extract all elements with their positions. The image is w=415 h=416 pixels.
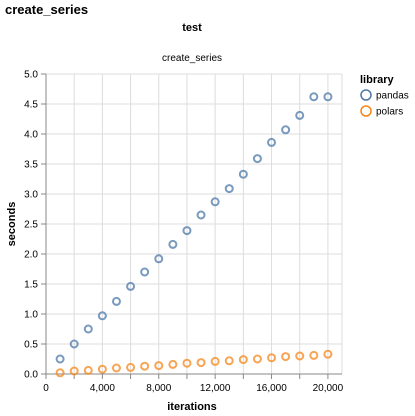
y-tick-label: 4.0 [24, 130, 38, 141]
y-tick-label: 3.5 [24, 160, 38, 171]
pandas-point [97, 311, 107, 321]
x-tick-label: 20,000 [313, 383, 344, 394]
pandas-point [69, 339, 79, 349]
pandas-point [309, 92, 319, 102]
polars-point [210, 356, 220, 366]
polars-point [126, 362, 136, 372]
polars-point [196, 358, 206, 368]
legend-polars-label: polars [376, 107, 403, 118]
y-tick-label: 4.5 [24, 100, 38, 111]
legend: library pandas polars [360, 74, 409, 118]
polars-point [323, 349, 333, 359]
pandas-point [154, 254, 164, 264]
legend-polars-symbol [360, 105, 372, 117]
pandas-point [83, 324, 93, 334]
chart-title: test [182, 22, 202, 34]
polars-point [267, 353, 277, 363]
polars-point [295, 351, 305, 361]
pandas-point [140, 267, 150, 277]
polars-point [182, 358, 192, 368]
page-title: create_series [5, 2, 88, 17]
x-axis-title: iterations [167, 401, 217, 413]
polars-point [97, 364, 107, 374]
pandas-point [168, 239, 178, 249]
x-tick-label: 4,000 [90, 383, 115, 394]
pandas-point [55, 354, 65, 364]
y-tick-label: 0.0 [24, 370, 38, 381]
y-tick-label: 1.5 [24, 280, 38, 291]
pandas-point [111, 296, 121, 306]
polars-point [69, 366, 79, 376]
y-axis-title: seconds [6, 202, 18, 247]
x-tick-label: 8,000 [146, 383, 171, 394]
polars-point [281, 352, 291, 362]
polars-point [111, 363, 121, 373]
polars-point [224, 356, 234, 366]
legend-pandas-label: pandas [376, 91, 409, 102]
polars-point [238, 355, 248, 365]
polars-point [55, 368, 65, 378]
pandas-point [196, 210, 206, 220]
polars-point [140, 361, 150, 371]
pandas-point [323, 92, 333, 102]
polars-point [252, 354, 262, 364]
chart-subtitle: create_series [162, 53, 222, 64]
y-tick-label: 0.5 [24, 340, 38, 351]
data-points [55, 92, 333, 378]
pandas-point [267, 137, 277, 147]
axes: 0 4,000 8,000 12,000 16,000 20,000 0.0 0.5 1.0 1.… [24, 70, 344, 395]
pandas-point [295, 110, 305, 120]
legend-title: library [360, 74, 395, 86]
pandas-point [126, 281, 136, 291]
pandas-point [182, 226, 192, 236]
polars-point [83, 365, 93, 375]
pandas-point [224, 184, 234, 194]
polars-point [309, 350, 319, 360]
polars-point [154, 361, 164, 371]
x-tick-label: 16,000 [256, 383, 287, 394]
y-tick-label: 3.0 [24, 190, 38, 201]
pandas-point [210, 197, 220, 207]
pandas-point [281, 125, 291, 135]
y-tick-label: 2.0 [24, 250, 38, 261]
pandas-point [252, 154, 262, 164]
x-tick-label: 12,000 [200, 383, 231, 394]
y-tick-label: 1.0 [24, 310, 38, 321]
polars-point [168, 359, 178, 369]
legend-pandas-symbol [360, 89, 372, 101]
y-tick-label: 2.5 [24, 220, 38, 231]
y-tick-label: 5.0 [24, 70, 38, 81]
pandas-point [238, 169, 248, 179]
x-tick-label: 0 [43, 383, 49, 394]
